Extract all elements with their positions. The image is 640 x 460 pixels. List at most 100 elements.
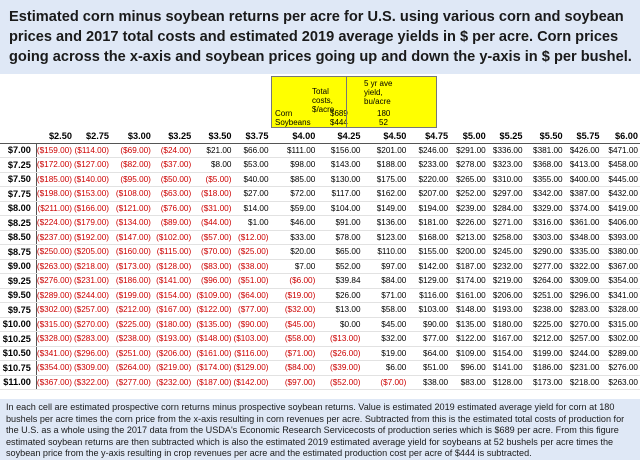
- return-cell: $59.00: [270, 201, 318, 216]
- return-cell: $367.00: [601, 259, 640, 274]
- return-cell: ($211.00): [36, 201, 74, 216]
- return-cell: $458.00: [601, 157, 640, 173]
- soybean-price-label: $10.75: [0, 360, 37, 376]
- return-cell: $207.00: [408, 186, 451, 202]
- return-cell: $335.00: [564, 244, 602, 260]
- return-cell: $270.00: [564, 317, 602, 332]
- return-cell: $187.00: [450, 259, 488, 274]
- soybean-price-label: $10.25: [0, 331, 37, 347]
- return-cell: $200.00: [450, 244, 488, 260]
- return-cell: ($116.00): [233, 346, 271, 361]
- corn-price-header: $4.00: [270, 130, 318, 144]
- return-cell: $316.00: [524, 215, 565, 231]
- return-cell: ($90.00): [233, 317, 271, 332]
- corn-price-header: $5.25: [487, 130, 525, 144]
- return-cell: $186.00: [524, 360, 565, 376]
- return-cell: $302.00: [601, 331, 640, 347]
- return-cell: $361.00: [564, 215, 602, 231]
- return-cell: ($96.00): [193, 273, 234, 289]
- return-cell: ($64.00): [233, 288, 271, 303]
- return-cell: $97.00: [362, 259, 409, 274]
- return-cell: ($187.00): [193, 375, 234, 390]
- return-cell: $233.00: [408, 157, 451, 173]
- return-cell: ($148.00): [193, 331, 234, 347]
- return-cell: ($198.00): [36, 186, 74, 202]
- corn-price-header: $5.50: [524, 130, 565, 144]
- return-cell: $206.00: [487, 288, 525, 303]
- return-cell: ($115.00): [152, 244, 194, 260]
- return-cell: ($32.00): [270, 302, 318, 318]
- return-cell: $212.00: [524, 331, 565, 347]
- soybean-price-label: $10.50: [0, 346, 37, 361]
- table-row: $9.00 ($263.00) ($218.00) ($173.00) ($128.00…: [0, 259, 640, 274]
- return-cell: $13.00: [317, 302, 363, 318]
- return-cell: ($77.00): [233, 302, 271, 318]
- corn-price-header: $2.75: [73, 130, 111, 144]
- return-cell: ($212.00): [111, 302, 153, 318]
- return-cell: ($186.00): [111, 273, 153, 289]
- corn-price-header: $6.00: [601, 130, 640, 144]
- corn-price-header: $5.75: [564, 130, 602, 144]
- return-cell: ($141.00): [152, 273, 194, 289]
- return-cell: $51.00: [408, 360, 451, 376]
- corn-price-header: $4.75: [408, 130, 451, 144]
- return-cell: $66.00: [233, 143, 271, 158]
- return-cell: $8.00: [193, 157, 234, 173]
- soybean-price-label: $8.75: [0, 244, 37, 260]
- return-cell: ($129.00): [233, 360, 271, 376]
- return-cell: $155.00: [408, 244, 451, 260]
- return-cell: $258.00: [487, 230, 525, 245]
- return-cell: $199.00: [524, 346, 565, 361]
- return-cell: ($367.00): [36, 375, 74, 390]
- soybean-price-label: $7.75: [0, 186, 37, 202]
- corn-price-header: $3.75: [233, 130, 271, 144]
- return-cell: $231.00: [564, 360, 602, 376]
- return-cell: $201.00: [362, 143, 409, 158]
- return-cell: ($250.00): [36, 244, 74, 260]
- return-cell: $136.00: [362, 215, 409, 231]
- corn-yield: 180: [377, 109, 391, 118]
- return-cell: ($97.00): [270, 375, 318, 390]
- total-costs-header: Total costs, $/acre: [312, 87, 335, 114]
- return-cell: ($219.00): [152, 360, 194, 376]
- return-cell: $181.00: [408, 215, 451, 231]
- return-cell: $348.00: [564, 230, 602, 245]
- inputs-box: Total costs, $/acre 5 yr ave yield, bu/a…: [271, 76, 437, 128]
- return-cell: $149.00: [362, 201, 409, 216]
- return-cell: ($38.00): [233, 259, 271, 274]
- return-cell: ($173.00): [111, 259, 153, 274]
- soybean-yield: 52: [379, 118, 388, 127]
- return-cell: $20.00: [270, 244, 318, 260]
- return-cell: ($6.00): [270, 273, 318, 289]
- return-cell: ($18.00): [193, 186, 234, 202]
- soybean-price-label: $9.75: [0, 302, 37, 318]
- return-cell: ($95.00): [111, 172, 153, 187]
- return-cell: $168.00: [408, 230, 451, 245]
- return-cell: $296.00: [564, 288, 602, 303]
- corner-cell: [0, 130, 37, 144]
- return-cell: ($180.00): [152, 317, 194, 332]
- return-cell: $213.00: [450, 230, 488, 245]
- return-cell: ($83.00): [193, 259, 234, 274]
- return-cell: ($84.00): [270, 360, 318, 376]
- return-cell: ($161.00): [193, 346, 234, 361]
- corn-price-header: $2.50: [36, 130, 74, 144]
- return-cell: ($159.00): [36, 143, 74, 158]
- return-cell: $33.00: [270, 230, 318, 245]
- corn-label: Corn: [275, 109, 293, 118]
- table-row: $7.50 ($185.00) ($140.00) ($95.00) ($50.00)(…: [0, 172, 640, 187]
- return-cell: ($263.00): [36, 259, 74, 274]
- return-cell: ($309.00): [73, 360, 111, 376]
- return-cell: $46.00: [270, 215, 318, 231]
- return-cell: ($238.00): [111, 331, 153, 347]
- return-cell: ($153.00): [73, 186, 111, 202]
- return-cell: $220.00: [408, 172, 451, 187]
- return-cell: $103.00: [408, 302, 451, 318]
- return-cell: ($31.00): [193, 201, 234, 216]
- soybean-price-label: $9.50: [0, 288, 37, 303]
- return-cell: ($69.00): [111, 143, 153, 158]
- return-cell: ($277.00): [111, 375, 153, 390]
- return-cell: $315.00: [601, 317, 640, 332]
- return-cell: ($237.00): [36, 230, 74, 245]
- return-cell: ($63.00): [152, 186, 194, 202]
